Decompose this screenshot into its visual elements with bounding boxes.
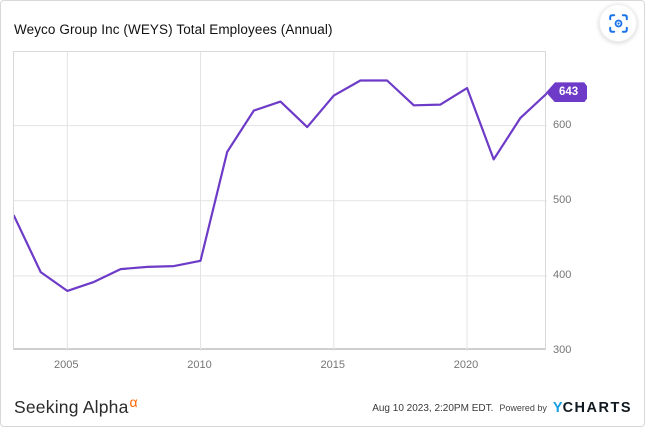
y-tick-label: 600 [553, 118, 572, 131]
chart-plot[interactable] [13, 51, 547, 351]
focus-button[interactable] [599, 4, 637, 42]
alpha-icon: α [129, 394, 138, 410]
y-tick-label: 400 [553, 268, 572, 281]
attribution: Aug 10 2023, 2:20PM EDT. Powered by Y CH… [372, 400, 632, 418]
x-tick-label: 2020 [453, 359, 479, 371]
x-tick-label: 2015 [320, 359, 346, 371]
x-tick-label: 2005 [54, 359, 79, 371]
focus-icon [608, 13, 628, 33]
y-tick-label: 300 [553, 344, 572, 356]
ycharts-wordmark: CHARTS [562, 400, 632, 416]
line-chart-svg [14, 52, 547, 351]
seekingalpha-logo: Seeking Alphaα [14, 394, 138, 418]
last-value-badge: 643 [546, 82, 587, 102]
footer: Seeking Alphaα Aug 10 2023, 2:20PM EDT. … [14, 394, 632, 418]
ycharts-y-icon: Y [552, 400, 563, 416]
ycharts-logo: Y CHARTS [553, 400, 632, 416]
seekingalpha-wordmark: Seeking Alpha [14, 397, 129, 417]
powered-by-label: Powered by [499, 403, 547, 413]
y-tick-label: 500 [553, 193, 572, 206]
x-tick-label: 2010 [187, 359, 212, 371]
series-line [14, 79, 547, 292]
timestamp: Aug 10 2023, 2:20PM EDT. [372, 402, 494, 414]
chart-title: Weyco Group Inc (WEYS) Total Employees (… [14, 22, 333, 37]
last-value-label: 643 [559, 86, 579, 99]
